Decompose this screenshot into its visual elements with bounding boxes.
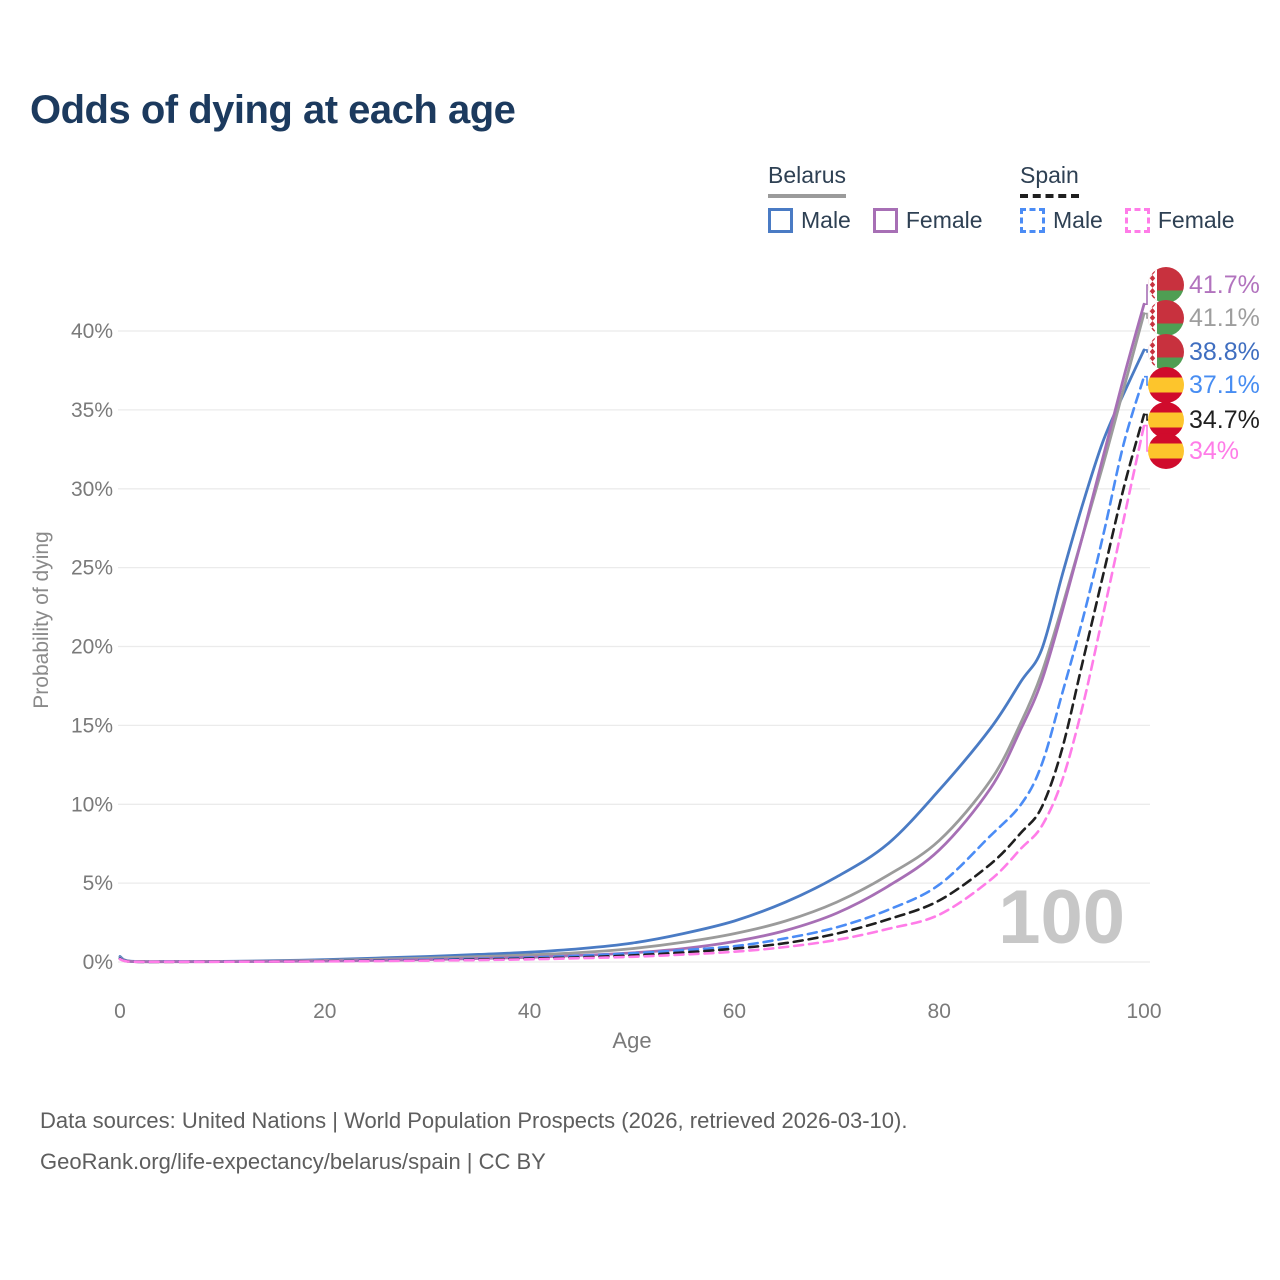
data-source-note: Data sources: United Nations | World Pop… [40,1100,907,1182]
watermark-age-label: 100 [998,875,1125,960]
spain-flag-icon [1148,367,1184,403]
y-tick-label: 5% [83,872,113,895]
spain-flag-icon [1148,433,1184,469]
x-tick-label: 20 [313,1000,336,1023]
x-tick-label: 80 [928,1000,951,1023]
legend-group-belarus: Belarus Male Female [768,162,997,234]
y-tick-label: 10% [71,793,113,816]
x-tick-label: 0 [114,1000,126,1023]
end-value-label: 34% [1189,436,1240,465]
belarus-flag-icon [1148,300,1184,336]
series-line-spain-female [118,424,1146,964]
series-line-belarus-male [118,348,1146,964]
end-value-label: 41.7% [1189,270,1260,299]
end-label-spain-total: 34.7% [1148,402,1260,438]
y-tick-label: 40% [71,320,113,343]
x-tick-label: 40 [518,1000,541,1023]
x-tick-label: 60 [723,1000,746,1023]
end-value-label: 41.1% [1189,303,1260,332]
legend-spain-female-label[interactable]: Female [1157,207,1235,233]
legend-spain-female-swatch[interactable] [1124,208,1150,233]
legend-belarus-female-swatch[interactable] [872,208,898,233]
legend-spain-title[interactable]: Spain [1020,162,1079,198]
legend-spain-male-swatch[interactable] [1020,208,1045,233]
legend-belarus-male-label[interactable]: Male [801,207,851,233]
page-title: Odds of dying at each age [30,88,516,132]
end-value-label: 34.7% [1189,405,1260,434]
end-value-label: 37.1% [1189,370,1260,399]
legend-spain-male-label[interactable]: Male [1053,207,1103,233]
y-tick-label: 20% [71,636,113,659]
legend-belarus-female-label[interactable]: Female [905,207,983,233]
end-value-label: 38.8% [1189,337,1260,366]
belarus-flag-icon [1148,267,1184,303]
data-source-line1: Data sources: United Nations | World Pop… [40,1108,908,1133]
spain-flag-icon [1148,402,1184,438]
x-tick-label: 100 [1126,1000,1161,1023]
y-tick-label: 30% [71,478,113,501]
legend-belarus-title[interactable]: Belarus [768,162,846,198]
end-label-spain-female: 34% [1148,433,1239,469]
legend-belarus-male-swatch[interactable] [768,208,793,233]
y-tick-label: 15% [71,714,113,737]
end-label-belarus-total: 41.1% [1148,300,1260,336]
x-axis-title: Age [612,1028,652,1053]
series-line-spain-male [118,375,1146,964]
y-tick-label: 35% [71,399,113,422]
belarus-flag-icon [1148,334,1184,370]
end-label-belarus-female: 41.7% [1148,267,1260,303]
data-source-line2: GeoRank.org/life-expectancy/belarus/spai… [40,1149,546,1174]
end-label-belarus-male: 38.8% [1148,334,1260,370]
y-tick-label: 25% [71,557,113,580]
legend-group-spain: Spain Male Female [1020,162,1249,234]
end-label-spain-male: 37.1% [1148,367,1260,403]
y-tick-label: 0% [83,951,113,974]
